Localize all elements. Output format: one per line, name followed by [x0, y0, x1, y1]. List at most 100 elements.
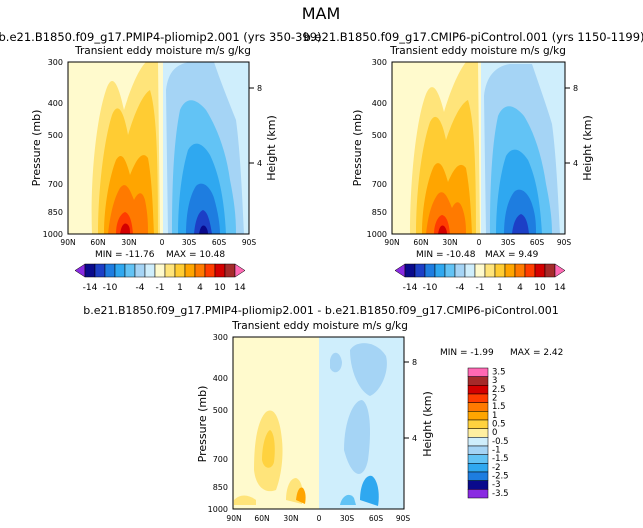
ytick-label: 500: [48, 131, 63, 140]
panel-left-ytick-labels: 300 400 500 700 850 1000: [43, 58, 63, 239]
panel-left-height-ticks: 8 4: [249, 84, 262, 168]
colorbar-swatch: [474, 263, 486, 278]
panel-right-plot: [391, 61, 566, 235]
colorbar-tick-label: 1: [177, 283, 183, 293]
xtick-label: 90N: [60, 238, 75, 247]
xtick-label: 30S: [340, 514, 355, 523]
colorbar-tick-label: -3: [492, 480, 500, 490]
xtick-label: 90S: [396, 514, 411, 523]
colorbar-tick-label: 1: [492, 411, 497, 421]
colorbar-tick-label: -14: [83, 283, 98, 293]
colorbar-swatch: [467, 402, 489, 412]
ytick-label: 300: [48, 58, 63, 67]
colorbar-swatch: [514, 263, 526, 278]
xtick-label: 90S: [557, 238, 572, 247]
colorbar-tick-label: -1: [476, 283, 485, 293]
colorbar-swatch: [524, 263, 536, 278]
ytick-label: 1000: [43, 230, 63, 239]
height-tick-label: 8: [257, 84, 262, 93]
ytick-label: 700: [372, 180, 387, 189]
panel-left-plot: [67, 61, 250, 235]
colorbar-swatch: [104, 263, 116, 278]
xtick-label: 60S: [530, 238, 545, 247]
colorbar-tick-label: -14: [403, 283, 418, 293]
height-tick-label: 8: [573, 84, 578, 93]
colorbar-swatch: [424, 263, 436, 278]
colorbar-swatch: [494, 263, 506, 278]
panel-left-title: b.e21.B1850.f09_g17.PMIP4-pliomip2.001 (…: [0, 30, 322, 44]
colorbar-tick-label: 4: [517, 283, 523, 293]
colorbar-tick-label: 2.5: [492, 385, 506, 395]
xtick-label: 90N: [384, 238, 399, 247]
colorbar-swatch: [404, 263, 416, 278]
colorbar-tick-label: 10: [534, 283, 546, 293]
xtick-label: 60N: [413, 238, 428, 247]
colorbar-swatch: [467, 471, 489, 481]
colorbar-tick-label: 0.5: [492, 420, 506, 430]
xtick-label: 90S: [242, 238, 257, 247]
panel-left-xtick-labels: 90N 60N 30N 0 30S 60S 90S: [60, 238, 256, 247]
panel-right-colorbar-labels: -14 -10 -4 -1 1 4 10 14: [403, 283, 566, 293]
colorbar-swatch: [434, 263, 446, 278]
ytick-label: 700: [48, 180, 63, 189]
panel-left-subtitle: Transient eddy moisture m/s g/kg: [74, 45, 251, 57]
ytick-label: 400: [372, 99, 387, 108]
height-tick-label: 4: [412, 434, 417, 443]
xtick-label: 60S: [212, 238, 227, 247]
xtick-label: 30N: [283, 514, 298, 523]
height-tick-label: 4: [257, 159, 262, 168]
colorbar-tick-label: 0: [492, 428, 497, 438]
panel-right: b.e21.B1850.f09_g17.CMIP6-piControl.001 …: [303, 30, 643, 293]
panel-right-colorbar: [394, 263, 566, 278]
xtick-label: 60S: [369, 514, 384, 523]
xtick-label: 0: [160, 238, 165, 247]
panel-diff-colorbar: [467, 367, 489, 499]
colorbar-swatch: [154, 263, 166, 278]
colorbar-swatch: [444, 263, 456, 278]
colorbar-tick-label: 14: [234, 283, 246, 293]
colorbar-swatch: [467, 428, 489, 438]
xtick-label: 30S: [182, 238, 197, 247]
colorbar-swatch: [164, 263, 176, 278]
ytick-label: 500: [213, 406, 228, 415]
colorbar-swatch: [467, 480, 489, 490]
panel-diff: b.e21.B1850.f09_g17.PMIP4-pliomip2.001 -…: [83, 304, 563, 523]
figure-title: MAM: [302, 4, 341, 23]
panel-diff-colorbar-labels: 3.532.521.510.50-0.5-1-1.5-2-2.5-3-3.5: [492, 368, 509, 499]
colorbar-swatch: [467, 411, 489, 421]
colorbar-tick-label: -2.5: [492, 472, 509, 482]
colorbar-swatch: [467, 463, 489, 473]
xtick-label: 90N: [226, 514, 241, 523]
xtick-label: 30N: [442, 238, 457, 247]
ytick-label: 300: [372, 58, 387, 67]
panel-diff-ylabel-right: Height (km): [421, 391, 434, 457]
colorbar-swatch: [394, 263, 406, 278]
colorbar-swatch: [467, 437, 489, 447]
colorbar-tick-label: 4: [197, 283, 203, 293]
height-tick-label: 4: [573, 159, 578, 168]
colorbar-tick-label: 1.5: [492, 402, 506, 412]
ytick-label: 850: [48, 208, 63, 217]
panel-diff-max: MAX = 2.42: [510, 348, 563, 358]
panel-left: b.e21.B1850.f09_g17.PMIP4-pliomip2.001 (…: [0, 30, 322, 293]
colorbar-tick-label: -10: [423, 283, 438, 293]
height-tick-label: 8: [412, 358, 417, 367]
panel-left-colorbar: [74, 263, 246, 278]
ytick-label: 500: [372, 131, 387, 140]
colorbar-swatch: [114, 263, 126, 278]
ytick-label: 850: [372, 208, 387, 217]
colorbar-tick-label: -4: [136, 283, 145, 293]
colorbar-swatch: [174, 263, 186, 278]
colorbar-swatch: [467, 376, 489, 386]
panel-right-ylabel-right: Height (km): [581, 115, 594, 181]
colorbar-swatch: [544, 263, 556, 278]
panel-right-ylabel: Pressure (mb): [351, 110, 364, 187]
colorbar-swatch: [204, 263, 216, 278]
panel-diff-title: b.e21.B1850.f09_g17.PMIP4-pliomip2.001 -…: [83, 304, 559, 317]
colorbar-swatch: [184, 263, 196, 278]
colorbar-tick-label: 1: [497, 283, 503, 293]
panel-right-min: MIN = -10.48: [416, 250, 476, 260]
ytick-label: 400: [48, 99, 63, 108]
panel-diff-min: MIN = -1.99: [440, 348, 494, 358]
